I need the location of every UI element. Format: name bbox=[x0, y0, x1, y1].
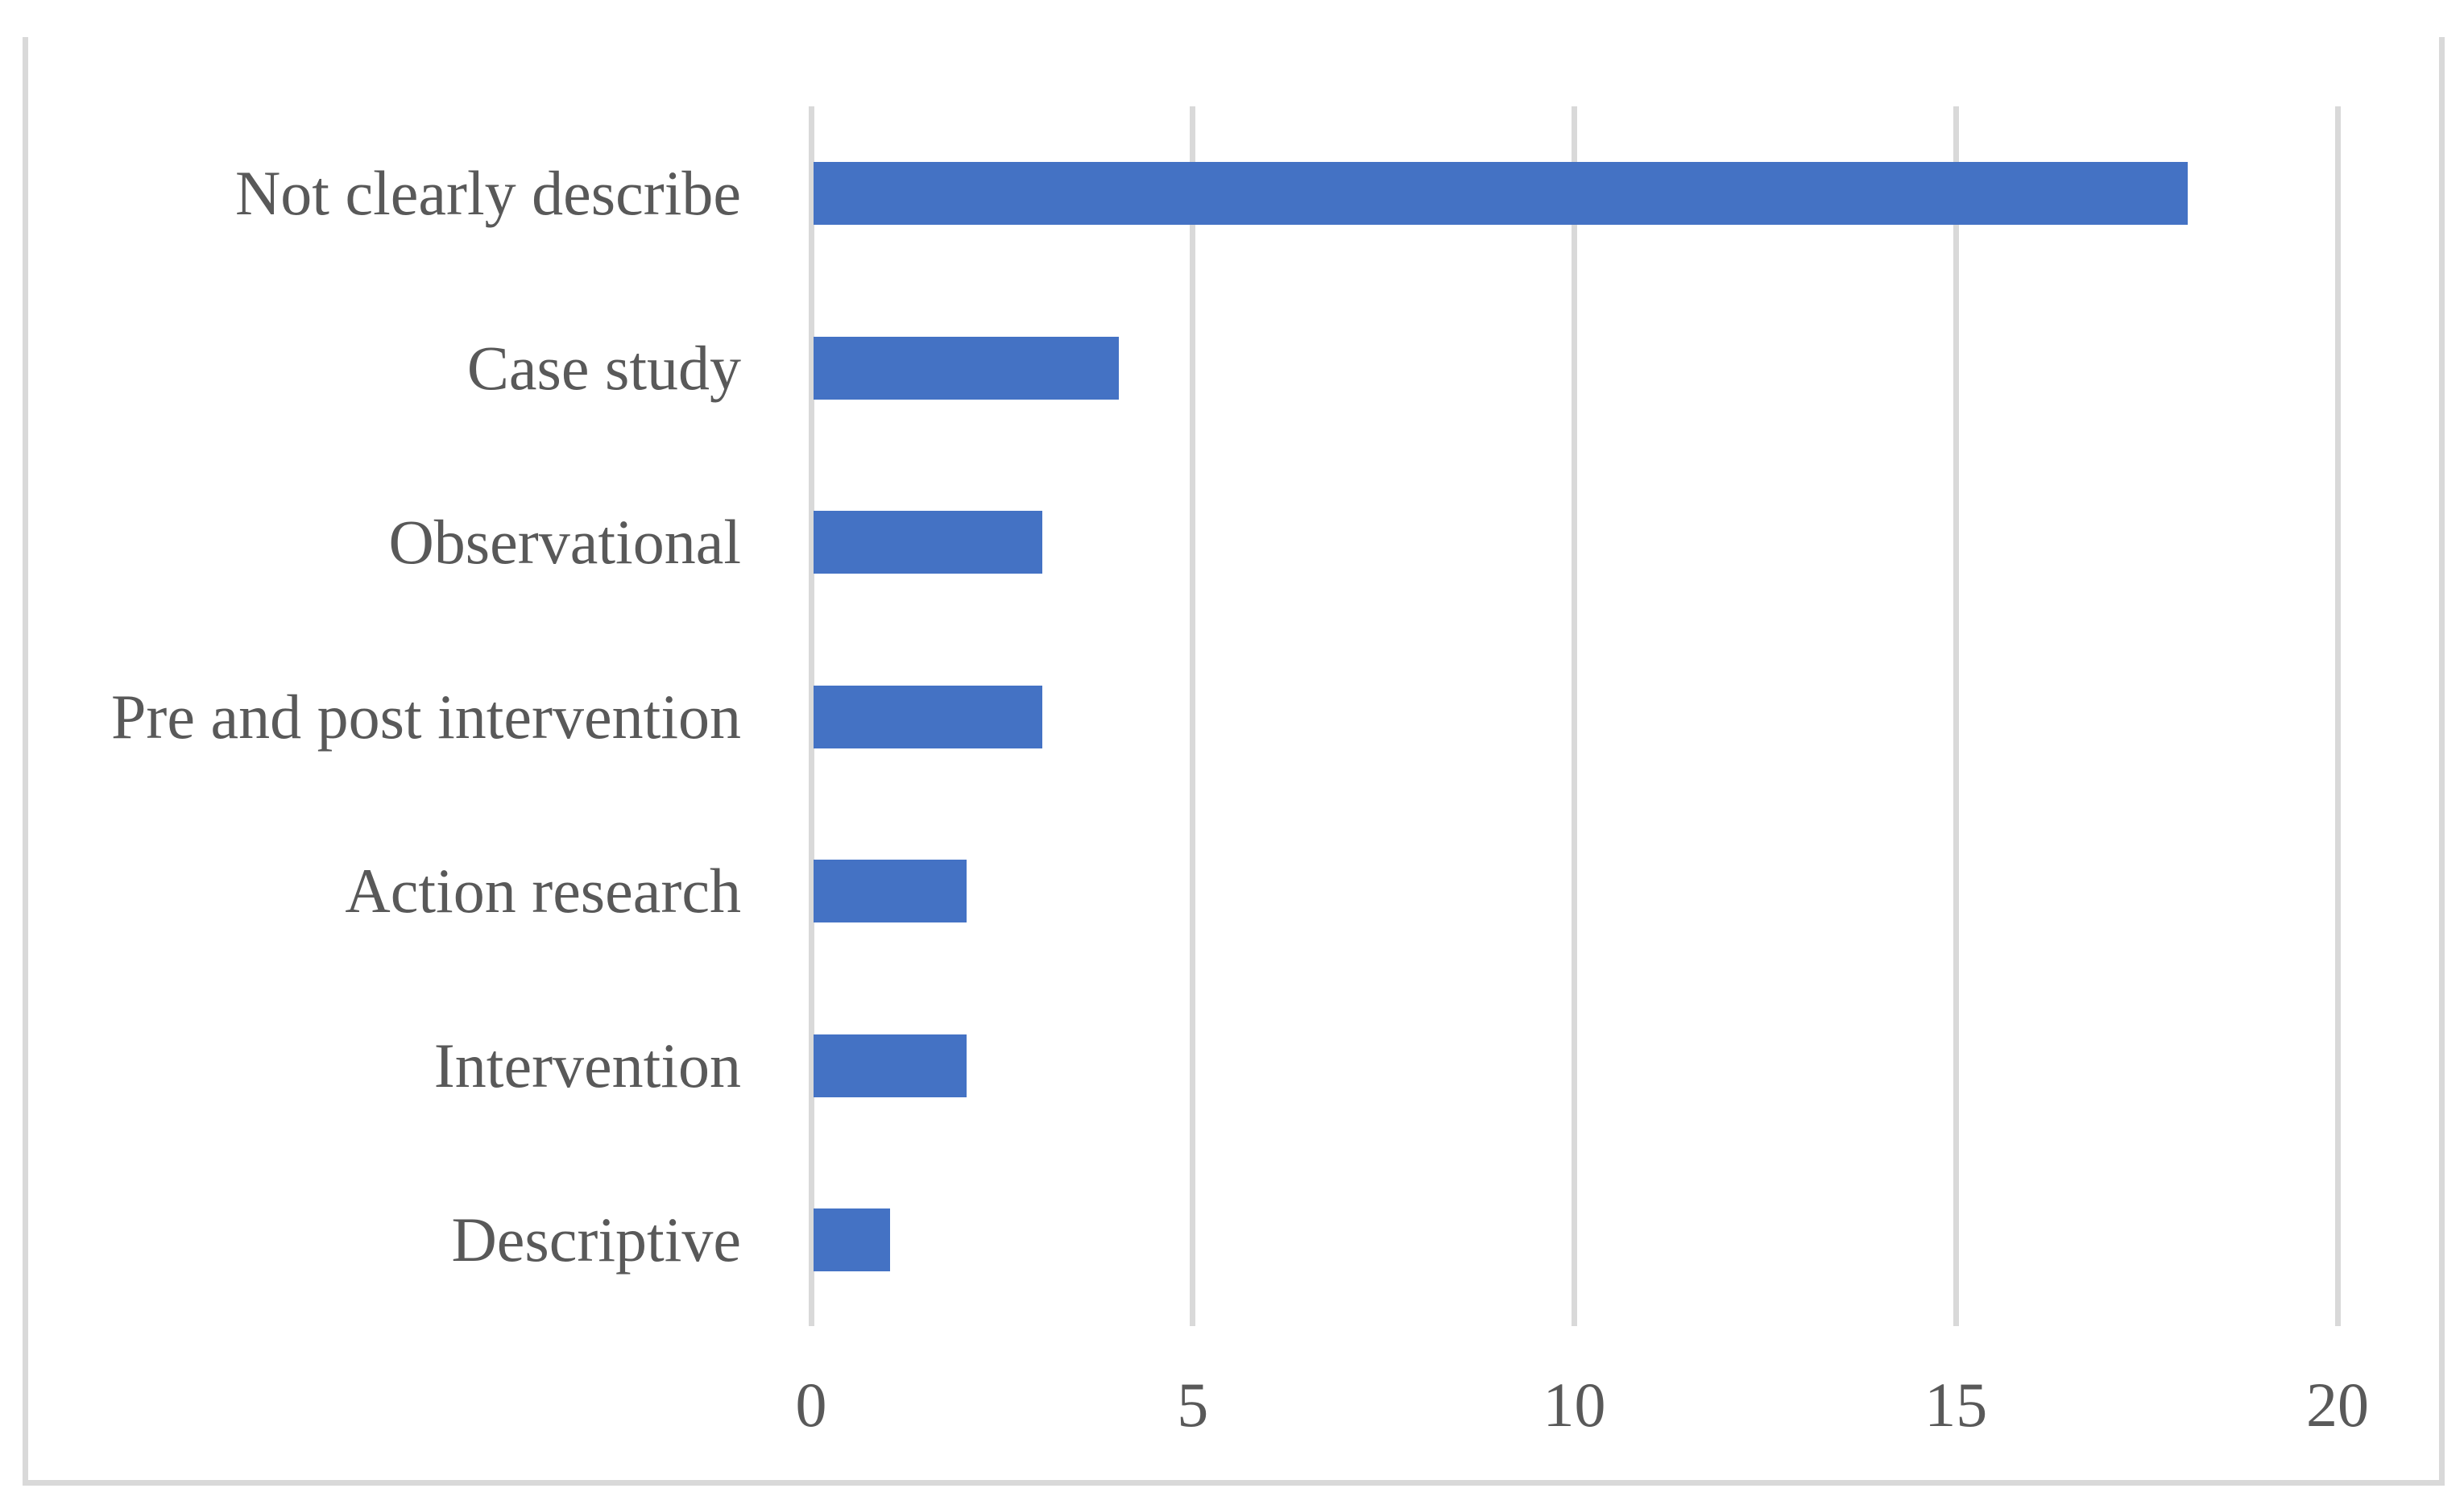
bar bbox=[814, 511, 1043, 574]
bar bbox=[814, 860, 967, 922]
bar bbox=[814, 1034, 967, 1097]
x-tick-label: 0 bbox=[795, 1370, 827, 1440]
gridline-0 bbox=[808, 106, 814, 1326]
x-tick-label: 5 bbox=[1177, 1370, 1209, 1440]
category-label: Pre and post intervention bbox=[110, 681, 741, 752]
category-label: Case study bbox=[466, 332, 741, 403]
gridline-5 bbox=[1190, 106, 1196, 1326]
bar bbox=[814, 685, 1043, 748]
x-tick-label: 20 bbox=[2306, 1370, 2369, 1440]
gridline-20 bbox=[2334, 106, 2341, 1326]
category-label: Descriptive bbox=[451, 1204, 741, 1275]
category-label: Observational bbox=[388, 507, 741, 577]
bar bbox=[814, 162, 2188, 225]
gridline-15 bbox=[1953, 106, 1959, 1326]
x-tick-label: 15 bbox=[1924, 1370, 1988, 1440]
bar bbox=[814, 1208, 890, 1271]
category-label: Intervention bbox=[433, 1030, 741, 1101]
x-tick-label: 10 bbox=[1543, 1370, 1606, 1440]
category-label: Action research bbox=[345, 856, 741, 926]
category-label: Not clearly describe bbox=[234, 158, 741, 228]
gridline-10 bbox=[1572, 106, 1577, 1326]
chart-frame bbox=[23, 37, 2445, 1486]
bar bbox=[814, 336, 1119, 400]
